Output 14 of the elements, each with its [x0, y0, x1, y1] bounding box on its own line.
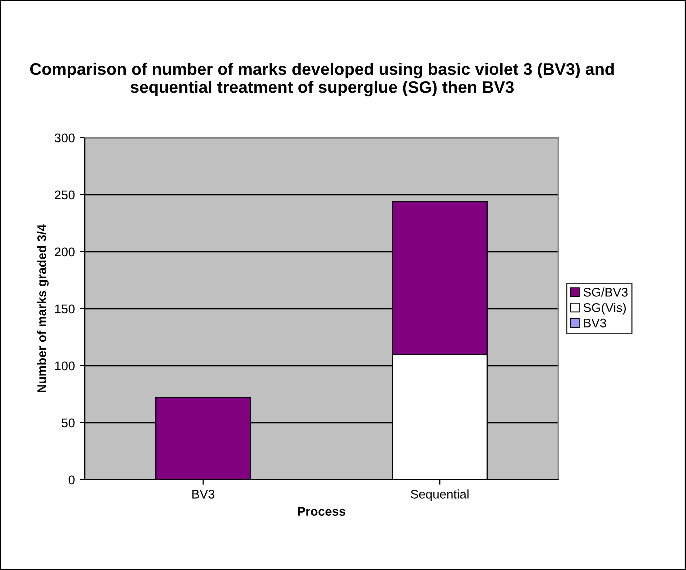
- y-tick-label: 50: [62, 418, 75, 428]
- x-tick-label: Sequential: [411, 490, 469, 502]
- y-axis-title: Number of marks graded 3/4: [37, 224, 49, 393]
- y-tick-label: 150: [55, 304, 75, 314]
- y-tick-label: 200: [55, 248, 75, 257]
- y-tick-label: 100: [55, 362, 75, 371]
- y-tick-label: 300: [54, 134, 75, 143]
- y-tick-label: 0: [68, 476, 75, 485]
- legend-label: BV3: [584, 318, 606, 328]
- x-axis-title: Process: [298, 507, 346, 516]
- chart-title: Comparison of number of marks developed using basic violet 3 (BV3) and sequential treatment of superglue (SG) then BV3: [30, 62, 614, 97]
- y-tick-label: 250: [55, 190, 75, 200]
- legend-label: SG/BV3: [584, 288, 628, 297]
- legend-label: SG(Vis): [584, 303, 626, 315]
